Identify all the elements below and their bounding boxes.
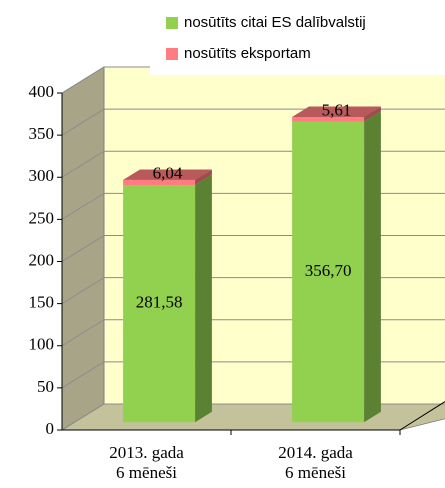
x-axis-depth xyxy=(399,401,445,431)
bar-side xyxy=(364,111,381,423)
legend-label: nosūtīts eksportam xyxy=(184,45,311,62)
legend-box xyxy=(150,0,445,75)
x-tick-label: 6 mēneši xyxy=(116,463,177,482)
y-tick-label: 250 xyxy=(29,208,55,227)
legend-swatch xyxy=(166,48,178,60)
y-tick-label: 0 xyxy=(46,419,55,438)
y-tick-label: 200 xyxy=(29,250,55,269)
y-tick-label: 300 xyxy=(29,166,55,185)
y-tick-label: 150 xyxy=(29,293,55,312)
bar-side xyxy=(195,174,212,423)
y-tick-label: 50 xyxy=(37,377,54,396)
legend-label: nosūtīts citai ES dalībvalstij xyxy=(184,14,366,31)
data-label: 281,58 xyxy=(136,292,183,311)
data-label: 356,70 xyxy=(305,261,352,280)
legend-swatch xyxy=(166,17,178,29)
y-tick-label: 100 xyxy=(29,335,55,354)
bar-top xyxy=(123,169,212,180)
bar-side xyxy=(195,169,212,185)
data-label: 5,61 xyxy=(322,101,352,120)
bar-front xyxy=(292,116,365,122)
data-label: 6,04 xyxy=(153,164,183,183)
y-tick-label: 400 xyxy=(29,82,55,101)
bar-front xyxy=(123,179,196,185)
x-tick-label: 2013. gada xyxy=(109,443,184,462)
bar-side xyxy=(364,106,381,122)
floor xyxy=(60,403,445,431)
x-tick-label: 2014. gada xyxy=(278,443,353,462)
bar-front xyxy=(292,121,365,423)
y-tick-label: 350 xyxy=(29,124,55,143)
x-tick-label: 6 mēneši xyxy=(285,463,346,482)
bar-top xyxy=(292,106,381,117)
bar-front xyxy=(123,184,196,423)
